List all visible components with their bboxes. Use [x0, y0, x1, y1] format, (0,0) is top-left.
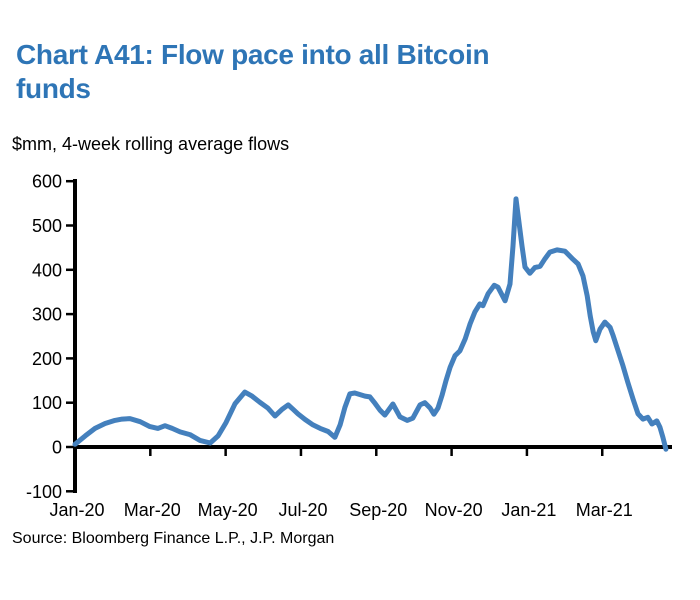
x-tick-label: Sep-20 [349, 500, 407, 520]
x-tick-label: Jul-20 [278, 500, 327, 520]
y-tick-label: 600 [32, 172, 62, 192]
y-tick-label: 0 [52, 438, 62, 458]
y-tick-label: 100 [32, 393, 62, 413]
y-tick-label: 500 [32, 216, 62, 236]
y-tick-label: 200 [32, 349, 62, 369]
y-tick-label: -100 [26, 482, 62, 502]
x-tick-label: May-20 [198, 500, 258, 520]
x-tick-label: Jan-21 [501, 500, 556, 520]
chart-units-label: $mm, 4-week rolling average flows [12, 134, 290, 154]
chart-source: Source: Bloomberg Finance L.P., J.P. Mor… [12, 530, 335, 547]
x-tick-label: Mar-21 [576, 500, 633, 520]
y-tick-label: 400 [32, 260, 62, 280]
chart-title: Chart A41: Flow pace into all Bitcoin fu… [16, 39, 490, 104]
y-tick-label: 300 [32, 305, 62, 325]
x-tick-label: Mar-20 [124, 500, 181, 520]
flow-line-series [72, 196, 669, 452]
x-tick-label: Nov-20 [425, 500, 483, 520]
x-tick-label: Jan-20 [49, 500, 104, 520]
